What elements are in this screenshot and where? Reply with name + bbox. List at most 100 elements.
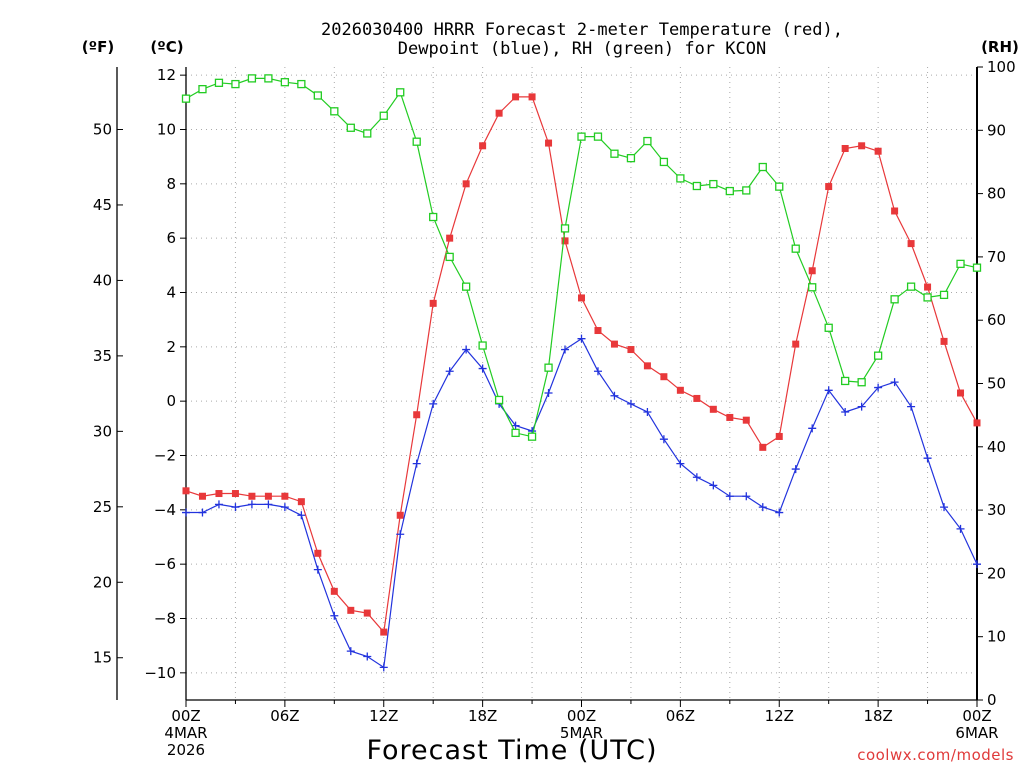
dewpoint-point xyxy=(346,647,355,656)
rh-point xyxy=(857,378,866,387)
rh-point xyxy=(890,295,899,304)
x-tick-label: 00Z xyxy=(962,707,991,725)
dewpoint-point xyxy=(280,503,289,512)
temperature-point xyxy=(841,145,849,153)
fahrenheit-tick-label: 25 xyxy=(93,498,112,516)
dewpoint-point xyxy=(577,334,586,343)
rh-point xyxy=(824,323,833,332)
temperature-point xyxy=(363,609,371,617)
rh-point xyxy=(775,182,784,191)
x-tick-label: 00Z xyxy=(171,707,200,725)
dewpoint-point xyxy=(198,508,207,517)
dewpoint-point xyxy=(429,399,438,408)
dewpoint-point xyxy=(742,492,751,501)
temperature-point xyxy=(495,109,503,117)
celsius-tick-label: 2 xyxy=(166,338,176,356)
x-tick-label: 6MAR xyxy=(955,724,998,742)
temperature-point xyxy=(198,492,206,500)
rh-tick-label: 40 xyxy=(987,438,1006,456)
x-tick-label: 2026 xyxy=(167,741,205,759)
temperature-point xyxy=(874,147,882,155)
temperature-point xyxy=(825,183,833,191)
rh-point xyxy=(181,94,191,103)
dewpoint-point xyxy=(478,364,487,373)
rh-point xyxy=(198,85,207,94)
temperature-point xyxy=(858,142,866,150)
rh-point xyxy=(363,129,372,138)
rh-point xyxy=(330,107,339,116)
chart-title-line-1: 2026030400 HRRR Forecast 2-meter Tempera… xyxy=(321,20,843,40)
rh-point xyxy=(247,74,257,83)
dewpoint-point xyxy=(758,503,767,512)
dewpoint-point xyxy=(561,345,570,354)
series-layer xyxy=(181,74,982,672)
dewpoint-point xyxy=(593,367,602,376)
temperature-point xyxy=(413,411,421,419)
rh-tick-label: 10 xyxy=(987,628,1006,646)
dewpoint-point xyxy=(923,454,932,463)
temperature-point xyxy=(660,373,668,381)
rh-point xyxy=(544,363,553,372)
temperature-point xyxy=(907,240,915,248)
rh-tick-label: 100 xyxy=(987,58,1016,76)
temperature-point xyxy=(610,340,618,348)
x-tick-label: 00Z xyxy=(567,707,596,725)
rh-point xyxy=(379,111,388,120)
credit-label: coolwx.com/models xyxy=(857,746,1014,764)
rh-point xyxy=(461,282,471,291)
rh-point xyxy=(676,174,685,183)
temperature-point xyxy=(182,487,190,495)
temperature-point xyxy=(940,337,948,345)
dewpoint-point xyxy=(231,503,240,512)
rh-point xyxy=(494,395,504,405)
rh-point xyxy=(560,224,570,233)
fahrenheit-tick-label: 20 xyxy=(93,573,112,591)
temperature-point xyxy=(775,432,783,440)
rh-point xyxy=(280,78,290,87)
fahrenheit-tick-label: 30 xyxy=(93,422,112,440)
dewpoint-point xyxy=(626,399,635,408)
rh-point xyxy=(791,244,800,253)
dewpoint-point xyxy=(610,391,619,400)
rh-point xyxy=(231,79,240,89)
rh-point xyxy=(956,259,965,269)
dewpoint-point xyxy=(857,402,866,411)
rh-tick-label: 30 xyxy=(987,501,1006,519)
rh-tick-label: 0 xyxy=(987,691,997,709)
temperature-point xyxy=(314,549,322,557)
temperature-point xyxy=(297,498,305,506)
celsius-tick-label: 4 xyxy=(166,283,176,301)
temperature-point xyxy=(512,93,520,101)
celsius-tick-label: 10 xyxy=(157,120,176,138)
fahrenheit-tick-label: 50 xyxy=(93,120,112,138)
dewpoint-point xyxy=(808,424,817,433)
temperature-point xyxy=(792,340,800,348)
temperature-point xyxy=(627,346,635,354)
celsius-tick-label: −4 xyxy=(154,501,176,519)
temperature-point xyxy=(380,628,388,636)
rh-point xyxy=(923,293,932,302)
dewpoint-point xyxy=(297,511,306,520)
rh-point xyxy=(906,282,916,291)
rh-point xyxy=(610,149,619,158)
temperature-point xyxy=(693,394,701,402)
temperature-point xyxy=(347,606,355,614)
x-tick-label: 18Z xyxy=(468,707,497,725)
rh-point xyxy=(577,132,586,141)
rh-tick-label: 90 xyxy=(987,121,1006,139)
celsius-tick-label: −8 xyxy=(154,609,176,627)
dewpoint-point xyxy=(973,560,981,569)
rh-point xyxy=(626,154,636,163)
rh-point xyxy=(313,91,322,100)
temperature-point xyxy=(709,405,717,413)
rh-point xyxy=(346,123,355,132)
dewpoint-point xyxy=(363,652,372,661)
x-tick-label: 4MAR xyxy=(164,724,207,742)
x-tick-label: 12Z xyxy=(369,707,398,725)
grid-lines xyxy=(186,67,977,700)
temperature-point xyxy=(957,389,965,397)
celsius-tick-label: 0 xyxy=(166,392,176,410)
temperature-point xyxy=(808,267,816,275)
celsius-tick-label: 6 xyxy=(166,229,176,247)
